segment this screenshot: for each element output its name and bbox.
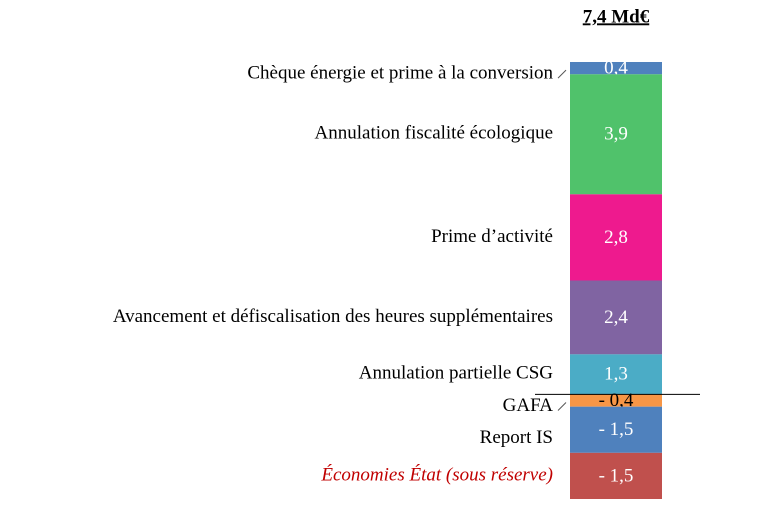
category-label: Prime d’activité — [431, 226, 553, 247]
category-label: Annulation fiscalité écologique — [315, 123, 553, 144]
bar-segment — [570, 280, 662, 355]
value-label: 1,3 — [604, 364, 628, 385]
total-label: 7,4 Md€ — [583, 6, 650, 27]
value-label: 2,8 — [604, 227, 628, 248]
value-label: - 0,4 — [599, 390, 634, 411]
bar-segment — [570, 394, 662, 407]
value-label: 2,4 — [604, 307, 628, 328]
bar-segment — [570, 406, 662, 453]
category-label: GAFA — [503, 395, 554, 416]
bar-segment — [570, 354, 662, 395]
category-label: Chèque énergie et prime à la conversion — [247, 63, 553, 84]
category-label: Avancement et défiscalisation des heures… — [113, 306, 553, 327]
bar-segment — [570, 62, 662, 75]
leader-line — [557, 69, 567, 79]
category-label: Annulation partielle CSG — [359, 363, 553, 384]
value-label: 0,4 — [604, 58, 628, 79]
value-label: - 1,5 — [599, 465, 634, 486]
value-label: - 1,5 — [599, 419, 634, 440]
category-label: Économies État (sous réserve) — [320, 463, 553, 485]
bar-segment — [570, 452, 662, 499]
bar-segment — [570, 74, 662, 195]
category-label: Report IS — [480, 427, 553, 448]
leader-line — [557, 402, 567, 411]
value-label: 3,9 — [604, 124, 628, 145]
bar-segment — [570, 194, 662, 281]
